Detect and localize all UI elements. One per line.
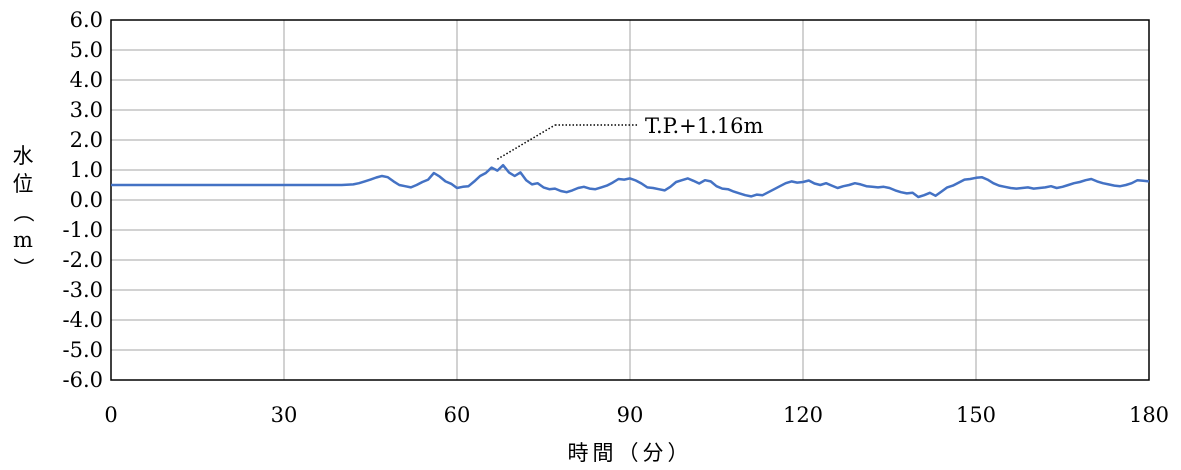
x-tick-label: 90	[617, 403, 644, 427]
y-axis-ticks: 6.0 5.0 4.0 3.0 2.0 1.0 0.0 -1.0 -2.0 -3.0 -4.0 -5.…	[63, 8, 104, 392]
y-tick-label: -5.0	[63, 338, 104, 362]
x-axis-ticks: 0 30 60 90 120 150 180	[104, 403, 1169, 427]
plot-frame	[110, 19, 1150, 381]
y-axis-label-char: ）	[11, 258, 35, 279]
y-axis-label-char: 水	[13, 144, 34, 168]
x-tick-label: 180	[1129, 403, 1169, 427]
annotation-leader-line	[496, 124, 556, 160]
y-tick-label: 2.0	[70, 128, 103, 152]
x-tick-label: 0	[104, 403, 117, 427]
x-tick-label: 30	[271, 403, 298, 427]
y-tick-label: 5.0	[70, 38, 103, 62]
x-tick-label: 120	[783, 403, 823, 427]
y-tick-label: -6.0	[63, 368, 104, 392]
y-tick-label: -2.0	[63, 248, 104, 272]
y-tick-label: -4.0	[63, 308, 104, 332]
y-axis-label: 水位 （ m ）	[11, 144, 35, 279]
x-axis-label: 時間（分）	[568, 441, 693, 465]
y-tick-label: 4.0	[70, 68, 103, 92]
y-axis-label-char: 位	[13, 172, 34, 196]
grid-lines	[110, 19, 1150, 381]
x-tick-label: 60	[444, 403, 471, 427]
y-tick-label: 3.0	[70, 98, 103, 122]
y-axis-label-char: （	[11, 202, 35, 223]
y-tick-label: -3.0	[63, 278, 104, 302]
annotation-label: T.P.+1.16m	[645, 114, 763, 138]
x-tick-label: 150	[956, 403, 996, 427]
y-tick-label: -1.0	[63, 218, 104, 242]
water-level-series-line	[111, 163, 1150, 199]
y-axis-label-char: m	[13, 228, 33, 252]
y-tick-label: 0.0	[70, 188, 103, 212]
y-tick-label: 1.0	[70, 158, 103, 182]
y-tick-label: 6.0	[70, 8, 103, 32]
